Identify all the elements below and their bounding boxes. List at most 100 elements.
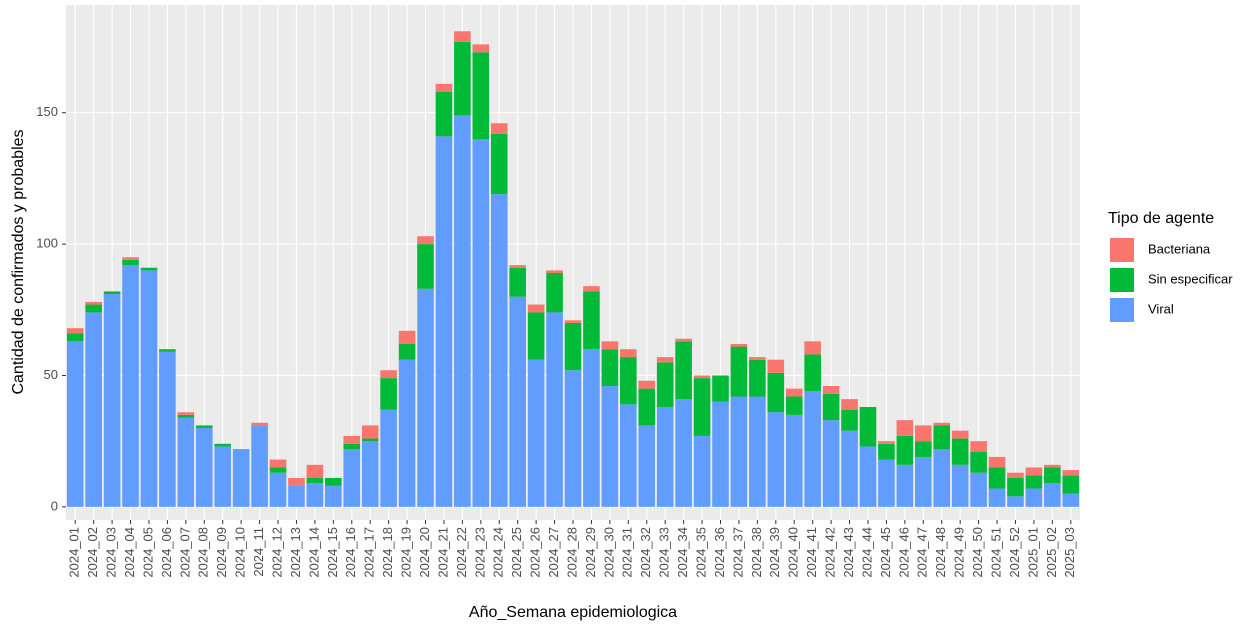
bar-segment [306,477,324,484]
bar-segment [675,341,692,400]
x-tick-label: 2024_18 [380,527,395,578]
bar-segment [859,446,877,507]
x-tick-label: 2024_30 [601,527,616,578]
bar-segment [583,291,600,350]
bar-segment [527,359,545,507]
y-axis-title: Cantidad de confirmados y probables [10,129,27,394]
legend-key [1110,298,1134,322]
bar-segment [656,407,674,507]
bar-segment [730,343,748,347]
bar-segment [620,404,637,507]
legend-key [1110,268,1134,292]
bar-segment [656,357,674,363]
x-tick-label: 2024_23 [472,527,487,578]
bar-segment [159,351,176,507]
bar-segment [878,459,895,507]
bar-segment [435,136,453,507]
bar-segment [140,270,158,507]
bar-segment [343,435,361,444]
x-tick-label: 2024_35 [693,527,708,578]
bar-segment [1062,493,1080,507]
bar-segment [232,449,250,507]
x-tick-label: 2024_10 [233,527,248,578]
bar-segment [177,417,195,507]
x-tick-label: 2024_38 [749,527,764,578]
bar-segment [1007,472,1024,478]
bar-segment [177,414,195,418]
x-tick-label: 2024_48 [933,527,948,578]
x-tick-label: 2024_05 [140,527,155,578]
bar-segment [269,472,287,507]
x-tick-label: 2024_06 [159,527,174,578]
bar-segment [103,291,121,295]
bar-segment [693,375,711,379]
bar-segment [822,393,840,421]
bar-segment [749,396,766,507]
x-tick-label: 2024_49 [952,527,967,578]
x-tick-label: 2024_16 [343,527,358,578]
bar-segment [988,488,1006,507]
bar-segment [159,349,176,352]
bar-segment [620,357,637,405]
x-tick-label: 2025_03 [1062,527,1077,578]
bar-segment [454,41,471,116]
bar-segment [914,456,932,507]
bar-segment [527,304,545,313]
bar-segment [638,425,656,507]
x-tick-label: 2024_26 [528,527,543,578]
bar-segment [214,443,232,447]
x-tick-label: 2024_42 [823,527,838,578]
bar-segment [214,446,232,507]
x-tick-label: 2024_36 [712,527,727,578]
bar-segment [1044,483,1061,507]
bar-segment [472,44,490,53]
bar-segment [712,401,729,507]
x-tick-label: 2024_32 [638,527,653,578]
bar-segment [546,270,563,274]
bar-segment [1007,477,1024,497]
x-tick-label: 2024_17 [362,527,377,578]
bar-segment [85,304,102,313]
bar-segment [325,485,342,507]
bar-segment [490,133,508,195]
bar-segment [675,399,692,507]
bar-segment [288,485,305,507]
x-tick-label: 2024_41 [804,527,819,578]
x-tick-label: 2024_52 [1007,527,1022,578]
x-tick-label: 2024_11 [251,527,266,577]
legend-label: Viral [1148,301,1174,316]
x-tick-label: 2024_15 [325,527,340,578]
x-tick-label: 2024_21 [435,527,450,578]
bar-segment [933,422,951,426]
x-tick-label: 2024_01 [67,527,82,578]
x-tick-label: 2025_02 [1044,527,1059,578]
bar-segment [306,464,324,478]
y-tick-label: 0 [51,498,58,513]
bar-segment [896,420,914,436]
bar-segment [343,443,361,450]
bar-segment [361,441,379,507]
bar-segment [822,385,840,394]
bar-segment [195,425,213,429]
y-tick-label: 150 [36,104,58,119]
bar-segment [1025,488,1043,507]
bar-segment [914,441,932,457]
bar-segment [1062,470,1080,476]
x-tick-label: 2024_12 [269,527,284,578]
bar-segment [988,467,1006,489]
bar-segment [693,435,711,507]
x-tick-label: 2024_08 [196,527,211,578]
x-tick-label: 2024_39 [767,527,782,578]
bar-segment [951,464,969,507]
bar-segment [841,430,858,507]
bar-segment [343,449,361,507]
bar-segment [380,370,397,379]
x-tick-label: 2025_01 [1025,527,1040,578]
x-tick-label: 2024_31 [620,527,635,578]
bar-segment [841,399,858,410]
bar-segment [804,341,821,355]
bar-segment [66,341,84,507]
bar-segment [601,349,619,386]
bar-segment [988,456,1006,468]
